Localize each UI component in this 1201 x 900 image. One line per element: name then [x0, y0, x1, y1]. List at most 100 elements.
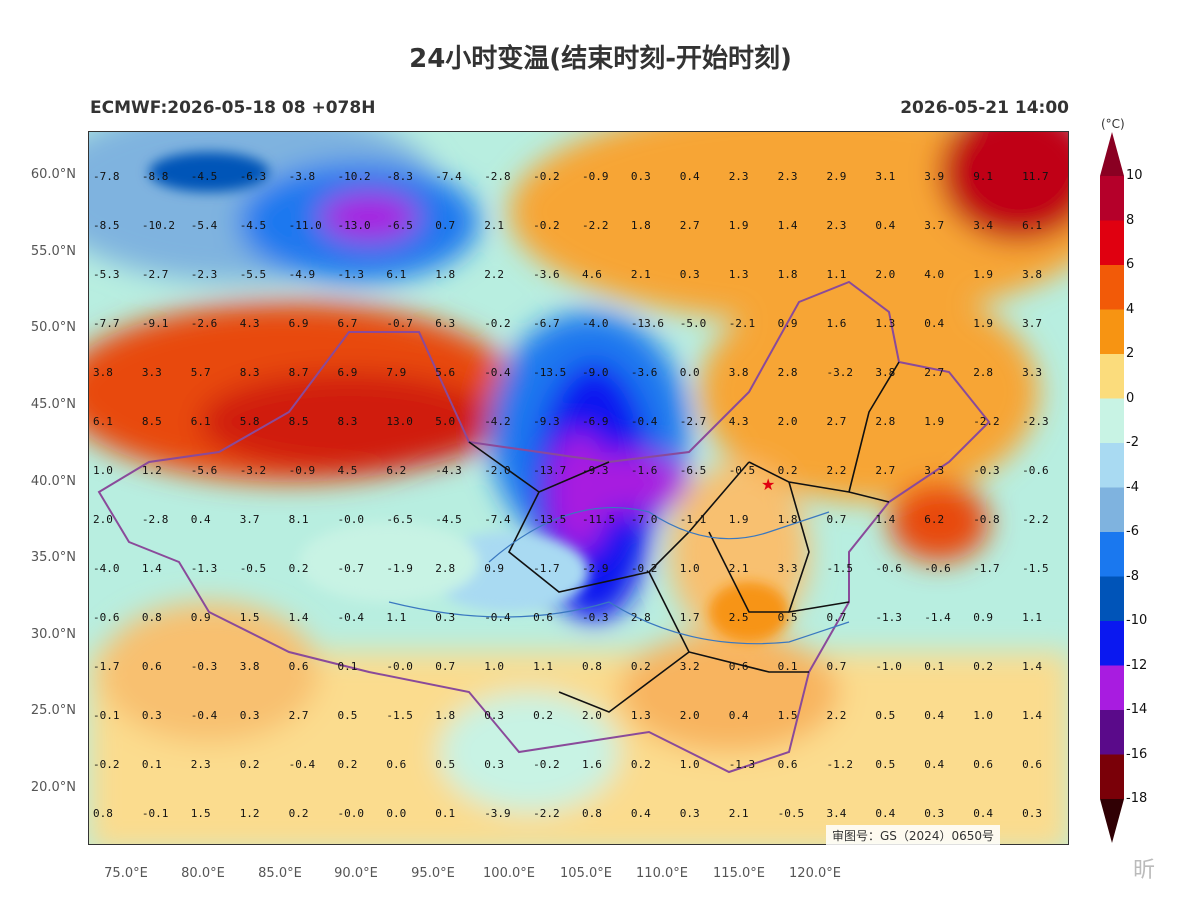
grid-value: 0.5 [338, 709, 358, 722]
grid-value: 5.7 [191, 366, 211, 379]
grid-value: -7.4 [435, 170, 462, 183]
grid-value: -0.2 [631, 562, 658, 575]
grid-value: 3.1 [875, 170, 895, 183]
grid-value: -0.6 [93, 611, 120, 624]
colorbar [1100, 132, 1124, 843]
colorbar-cell [1100, 220, 1124, 265]
grid-value: -2.2 [533, 807, 560, 820]
grid-value: 3.7 [1022, 317, 1042, 330]
grid-value: 1.7 [680, 611, 700, 624]
grid-value: -11.0 [289, 219, 322, 232]
grid-value: 0.5 [875, 758, 895, 771]
grid-value: -2.2 [1022, 513, 1049, 526]
colorbar-tick-label: -10 [1126, 613, 1148, 628]
grid-value: -1.5 [386, 709, 413, 722]
grid-value: 0.1 [338, 660, 358, 673]
grid-value: -9.3 [533, 415, 560, 428]
model-run-label: ECMWF:2026-05-18 08 +078H [90, 98, 376, 118]
grid-value: 0.4 [924, 317, 944, 330]
grid-value: 0.2 [631, 660, 651, 673]
lat-label: 55.0°N [30, 244, 76, 259]
colorbar-tick-label: 4 [1126, 301, 1135, 317]
grid-value: 2.3 [729, 170, 749, 183]
grid-value: 0.3 [680, 807, 700, 820]
grid-value: 8.5 [289, 415, 309, 428]
grid-value: -8.5 [93, 219, 120, 232]
lat-label: 25.0°N [30, 703, 76, 718]
grid-value: 6.2 [386, 464, 406, 477]
grid-value: 5.0 [435, 415, 455, 428]
grid-value: -1.9 [386, 562, 413, 575]
grid-value: -13.5 [533, 513, 566, 526]
grid-value: 2.2 [827, 464, 847, 477]
grid-value: -1.6 [631, 464, 658, 477]
grid-value: -4.5 [191, 170, 218, 183]
grid-value: 3.7 [924, 219, 944, 232]
grid-value: 6.1 [93, 415, 113, 428]
grid-value: 0.7 [435, 219, 455, 232]
grid-value: 0.4 [875, 219, 895, 232]
grid-value: 1.9 [973, 268, 993, 281]
grid-value: 0.5 [875, 709, 895, 722]
grid-value: 0.9 [778, 317, 798, 330]
grid-value: 1.4 [289, 611, 309, 624]
colorbar-tick-label: -8 [1126, 568, 1139, 584]
grid-value: 0.2 [973, 660, 993, 673]
colorbar-top-arrow [1100, 132, 1124, 176]
grid-value: 0.2 [778, 464, 798, 477]
grid-value: 6.1 [1022, 219, 1042, 232]
grid-value: 3.8 [240, 660, 260, 673]
grid-value: -0.4 [631, 415, 658, 428]
grid-value: 3.3 [142, 366, 162, 379]
grid-value: 6.2 [924, 513, 944, 526]
grid-value: 1.4 [778, 219, 798, 232]
grid-value: 0.1 [778, 660, 798, 673]
grid-value: 2.2 [827, 709, 847, 722]
lon-label: 90.0°E [334, 866, 378, 881]
grid-value: 2.1 [631, 268, 651, 281]
grid-value: 1.8 [631, 219, 651, 232]
grid-value: -6.3 [240, 170, 267, 183]
grid-value: 2.8 [875, 415, 895, 428]
valid-time-label: 2026-05-21 14:00 [900, 98, 1069, 118]
grid-value: -5.0 [680, 317, 707, 330]
temperature-field [89, 132, 1068, 844]
colorbar-cell [1100, 665, 1124, 710]
grid-value: 3.8 [729, 366, 749, 379]
grid-value: -1.5 [1022, 562, 1049, 575]
grid-value: 0.1 [142, 758, 162, 771]
grid-value: 2.1 [729, 807, 749, 820]
grid-value: 1.1 [533, 660, 553, 673]
grid-value: -4.5 [435, 513, 462, 526]
grid-value: 2.5 [729, 611, 749, 624]
grid-value: -0.3 [973, 464, 1000, 477]
colorbar-tick-label: 6 [1126, 257, 1135, 272]
grid-value: 0.6 [289, 660, 309, 673]
grid-value: -0.4 [289, 758, 316, 771]
grid-value: 0.6 [729, 660, 749, 673]
grid-value: -0.5 [240, 562, 267, 575]
grid-value: 0.4 [729, 709, 749, 722]
lat-label: 50.0°N [30, 320, 76, 335]
colorbar-cell [1100, 443, 1124, 488]
grid-value: 0.3 [240, 709, 260, 722]
colorbar-cell [1100, 265, 1124, 310]
grid-value: 3.4 [827, 807, 847, 820]
grid-value: 8.7 [289, 366, 309, 379]
grid-value: 0.5 [435, 758, 455, 771]
colorbar-unit: (°C) [1101, 117, 1125, 131]
grid-value: -8.8 [142, 170, 169, 183]
grid-value: -5.6 [191, 464, 218, 477]
grid-value: 1.0 [973, 709, 993, 722]
grid-value: 0.2 [338, 758, 358, 771]
grid-value: -7.4 [484, 513, 511, 526]
grid-value: -9.0 [582, 366, 609, 379]
grid-value: 1.2 [240, 807, 260, 820]
grid-value: 0.4 [875, 807, 895, 820]
grid-value: 0.2 [533, 709, 553, 722]
grid-value: -0.4 [484, 366, 511, 379]
river-yellow [488, 506, 830, 563]
grid-value: 3.8 [93, 366, 113, 379]
grid-value: -2.7 [142, 268, 169, 281]
lat-label: 30.0°N [30, 627, 76, 642]
